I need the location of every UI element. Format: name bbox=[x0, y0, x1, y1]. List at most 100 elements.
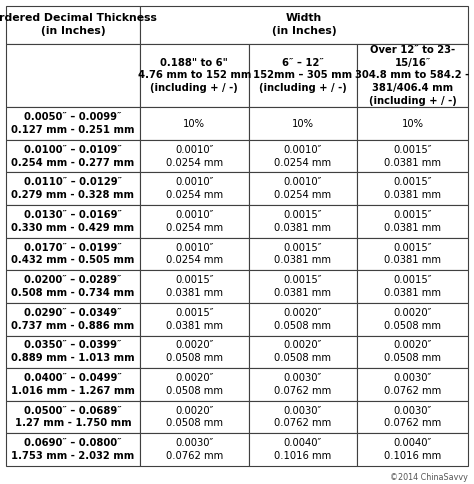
Text: 0.0010″
0.0254 mm: 0.0010″ 0.0254 mm bbox=[166, 177, 223, 200]
Text: 0.0010″
0.0254 mm: 0.0010″ 0.0254 mm bbox=[166, 242, 223, 265]
Bar bbox=[140, 433, 248, 466]
Bar bbox=[357, 368, 468, 401]
Bar bbox=[140, 6, 468, 44]
Bar bbox=[140, 44, 248, 107]
Text: 0.0050″ – 0.0099″
0.127 mm - 0.251 mm: 0.0050″ – 0.0099″ 0.127 mm - 0.251 mm bbox=[11, 112, 135, 135]
Text: ©2014 ChinaSavvy: ©2014 ChinaSavvy bbox=[390, 473, 468, 482]
Bar bbox=[357, 433, 468, 466]
Bar bbox=[140, 303, 248, 335]
Text: 0.0030″
0.0762 mm: 0.0030″ 0.0762 mm bbox=[384, 406, 441, 428]
Bar bbox=[357, 335, 468, 368]
Text: 0.0690″ – 0.0800″
1.753 mm - 2.032 mm: 0.0690″ – 0.0800″ 1.753 mm - 2.032 mm bbox=[11, 439, 135, 461]
Bar bbox=[140, 335, 248, 368]
Text: 0.0020″
0.0508 mm: 0.0020″ 0.0508 mm bbox=[274, 308, 331, 331]
Bar bbox=[248, 433, 357, 466]
Text: 0.0015″
0.0381 mm: 0.0015″ 0.0381 mm bbox=[384, 275, 441, 298]
Text: 0.0010″
0.0254 mm: 0.0010″ 0.0254 mm bbox=[166, 210, 223, 233]
Text: 0.0020″
0.0508 mm: 0.0020″ 0.0508 mm bbox=[274, 340, 331, 363]
Text: 0.0040″
0.1016 mm: 0.0040″ 0.1016 mm bbox=[274, 439, 331, 461]
Text: 0.0015″
0.0381 mm: 0.0015″ 0.0381 mm bbox=[384, 177, 441, 200]
Text: 0.0020″
0.0508 mm: 0.0020″ 0.0508 mm bbox=[384, 340, 441, 363]
Text: 0.0030″
0.0762 mm: 0.0030″ 0.0762 mm bbox=[165, 439, 223, 461]
Bar bbox=[6, 433, 140, 466]
Bar bbox=[140, 401, 248, 433]
Text: 0.0015″
0.0381 mm: 0.0015″ 0.0381 mm bbox=[274, 210, 331, 233]
Bar bbox=[6, 303, 140, 335]
Bar bbox=[6, 401, 140, 433]
Text: 0.0110″ – 0.0129″
0.279 mm - 0.328 mm: 0.0110″ – 0.0129″ 0.279 mm - 0.328 mm bbox=[11, 177, 135, 200]
Text: 10%: 10% bbox=[292, 119, 314, 129]
Bar bbox=[248, 401, 357, 433]
Bar bbox=[6, 238, 140, 270]
Text: 0.0010″
0.0254 mm: 0.0010″ 0.0254 mm bbox=[274, 145, 331, 167]
Text: 0.0015″
0.0381 mm: 0.0015″ 0.0381 mm bbox=[274, 275, 331, 298]
Bar bbox=[6, 270, 140, 303]
Bar bbox=[6, 368, 140, 401]
Text: 0.0010″
0.0254 mm: 0.0010″ 0.0254 mm bbox=[166, 145, 223, 167]
Bar bbox=[357, 401, 468, 433]
Text: Over 12″ to 23-
15/16″
304.8 mm to 584.2 -
381/406.4 mm
(including + / -): Over 12″ to 23- 15/16″ 304.8 mm to 584.2… bbox=[356, 45, 470, 106]
Text: 0.0290″ – 0.0349″
0.737 mm - 0.886 mm: 0.0290″ – 0.0349″ 0.737 mm - 0.886 mm bbox=[11, 308, 135, 331]
Text: 0.0015″
0.0381 mm: 0.0015″ 0.0381 mm bbox=[384, 145, 441, 167]
Bar bbox=[248, 107, 357, 140]
Bar bbox=[357, 107, 468, 140]
Text: 0.0130″ – 0.0169″
0.330 mm - 0.429 mm: 0.0130″ – 0.0169″ 0.330 mm - 0.429 mm bbox=[11, 210, 135, 233]
Text: 0.0500″ – 0.0689″
1.27 mm - 1.750 mm: 0.0500″ – 0.0689″ 1.27 mm - 1.750 mm bbox=[15, 406, 131, 428]
Text: 0.0015″
0.0381 mm: 0.0015″ 0.0381 mm bbox=[384, 210, 441, 233]
Bar bbox=[357, 44, 468, 107]
Bar bbox=[6, 140, 140, 172]
Bar bbox=[357, 172, 468, 205]
Text: Ordered Decimal Thickness
(in Inches): Ordered Decimal Thickness (in Inches) bbox=[0, 14, 156, 36]
Bar bbox=[140, 205, 248, 238]
Bar bbox=[357, 140, 468, 172]
Bar bbox=[140, 368, 248, 401]
Text: 0.0020″
0.0508 mm: 0.0020″ 0.0508 mm bbox=[384, 308, 441, 331]
Text: 0.0020″
0.0508 mm: 0.0020″ 0.0508 mm bbox=[166, 340, 223, 363]
Bar bbox=[357, 205, 468, 238]
Bar bbox=[357, 303, 468, 335]
Bar bbox=[6, 205, 140, 238]
Text: 0.0030″
0.0762 mm: 0.0030″ 0.0762 mm bbox=[384, 373, 441, 396]
Text: 10%: 10% bbox=[401, 119, 424, 129]
Text: 0.0100″ – 0.0109″
0.254 mm - 0.277 mm: 0.0100″ – 0.0109″ 0.254 mm - 0.277 mm bbox=[11, 145, 135, 167]
Bar bbox=[6, 172, 140, 205]
Text: 0.188" to 6"
4.76 mm to 152 mm
(including + / -): 0.188" to 6" 4.76 mm to 152 mm (includin… bbox=[137, 58, 251, 93]
Bar bbox=[357, 270, 468, 303]
Bar bbox=[140, 140, 248, 172]
Text: 0.0015″
0.0381 mm: 0.0015″ 0.0381 mm bbox=[384, 242, 441, 265]
Bar bbox=[248, 270, 357, 303]
Text: 0.0040″
0.1016 mm: 0.0040″ 0.1016 mm bbox=[384, 439, 441, 461]
Text: Width
(in Inches): Width (in Inches) bbox=[272, 14, 336, 36]
Bar bbox=[248, 44, 357, 107]
Bar bbox=[248, 205, 357, 238]
Bar bbox=[248, 335, 357, 368]
Text: 0.0170″ – 0.0199″
0.432 mm - 0.505 mm: 0.0170″ – 0.0199″ 0.432 mm - 0.505 mm bbox=[11, 242, 135, 265]
Bar bbox=[357, 238, 468, 270]
Bar bbox=[248, 238, 357, 270]
Bar bbox=[6, 107, 140, 140]
Bar bbox=[248, 368, 357, 401]
Bar bbox=[6, 6, 140, 44]
Text: 0.0015″
0.0381 mm: 0.0015″ 0.0381 mm bbox=[166, 308, 223, 331]
Text: 0.0030″
0.0762 mm: 0.0030″ 0.0762 mm bbox=[274, 406, 331, 428]
Bar bbox=[140, 238, 248, 270]
Bar bbox=[248, 303, 357, 335]
Bar bbox=[248, 140, 357, 172]
Text: 0.0400″ – 0.0499″
1.016 mm - 1.267 mm: 0.0400″ – 0.0499″ 1.016 mm - 1.267 mm bbox=[11, 373, 135, 396]
Text: 0.0015″
0.0381 mm: 0.0015″ 0.0381 mm bbox=[274, 242, 331, 265]
Bar bbox=[6, 44, 140, 107]
Text: 0.0200″ – 0.0289″
0.508 mm - 0.734 mm: 0.0200″ – 0.0289″ 0.508 mm - 0.734 mm bbox=[11, 275, 135, 298]
Bar bbox=[140, 107, 248, 140]
Text: 0.0015″
0.0381 mm: 0.0015″ 0.0381 mm bbox=[166, 275, 223, 298]
Text: 0.0010″
0.0254 mm: 0.0010″ 0.0254 mm bbox=[274, 177, 331, 200]
Bar bbox=[248, 172, 357, 205]
Text: 0.0350″ – 0.0399″
0.889 mm - 1.013 mm: 0.0350″ – 0.0399″ 0.889 mm - 1.013 mm bbox=[11, 340, 135, 363]
Bar bbox=[140, 172, 248, 205]
Text: 0.0020″
0.0508 mm: 0.0020″ 0.0508 mm bbox=[166, 406, 223, 428]
Text: 0.0020″
0.0508 mm: 0.0020″ 0.0508 mm bbox=[166, 373, 223, 396]
Text: 6″ – 12″
152mm – 305 mm
(including + / -): 6″ – 12″ 152mm – 305 mm (including + / -… bbox=[253, 58, 352, 93]
Bar bbox=[140, 270, 248, 303]
Text: 10%: 10% bbox=[183, 119, 205, 129]
Text: 0.0030″
0.0762 mm: 0.0030″ 0.0762 mm bbox=[274, 373, 331, 396]
Bar bbox=[6, 335, 140, 368]
